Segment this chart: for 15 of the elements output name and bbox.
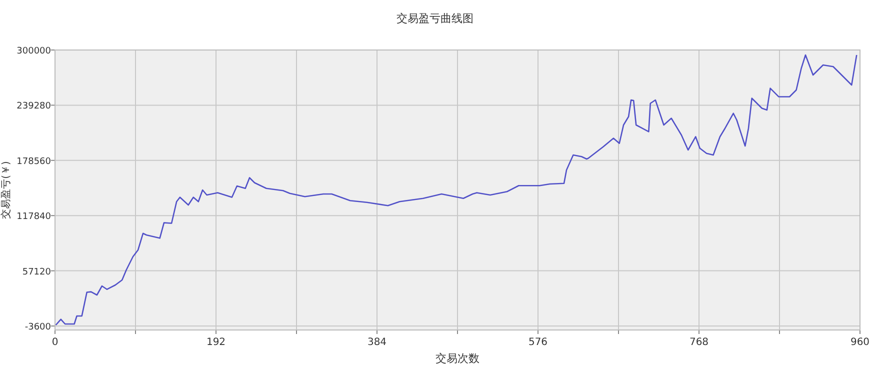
x-tick-label: 768 — [689, 337, 709, 348]
chart-title: 交易盈亏曲线图 — [396, 12, 474, 25]
x-tick-label: 960 — [850, 337, 870, 348]
y-tick-label: -3600 — [24, 322, 52, 332]
y-tick-label: 300000 — [16, 46, 52, 56]
y-axis-title: 交易盈亏(￥) — [0, 161, 12, 219]
y-tick-label: 117840 — [16, 212, 52, 222]
y-tick-label: 178560 — [16, 156, 52, 167]
x-tick-label: 192 — [206, 337, 226, 348]
y-tick-label: 239280 — [16, 102, 52, 112]
x-axis-title: 交易次数 — [436, 352, 480, 365]
x-tick-label: 0 — [52, 337, 58, 348]
y-tick-label: 57120 — [22, 267, 52, 278]
x-tick-label: 384 — [367, 337, 387, 348]
x-tick-label: 576 — [528, 337, 548, 348]
